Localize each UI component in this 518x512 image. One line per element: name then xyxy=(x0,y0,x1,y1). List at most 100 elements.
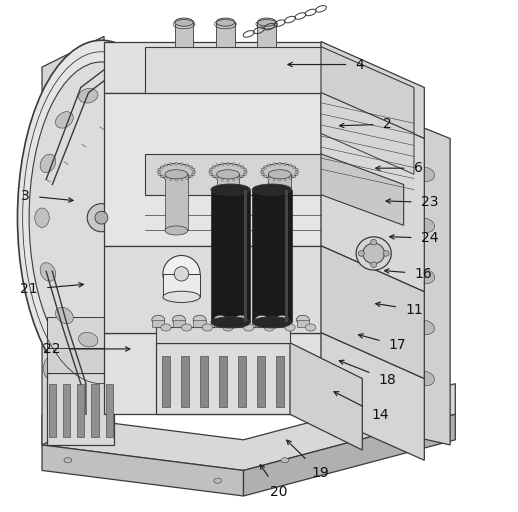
Ellipse shape xyxy=(55,307,73,324)
Polygon shape xyxy=(252,189,292,323)
Ellipse shape xyxy=(69,228,87,253)
Polygon shape xyxy=(243,414,455,496)
Ellipse shape xyxy=(378,249,398,263)
Ellipse shape xyxy=(210,163,246,180)
Text: 24: 24 xyxy=(390,231,438,245)
Ellipse shape xyxy=(273,178,276,181)
Ellipse shape xyxy=(268,164,270,167)
Ellipse shape xyxy=(95,211,108,224)
Ellipse shape xyxy=(147,263,163,281)
Ellipse shape xyxy=(161,166,164,168)
Ellipse shape xyxy=(378,198,398,212)
Polygon shape xyxy=(321,47,414,134)
Ellipse shape xyxy=(40,263,56,281)
Polygon shape xyxy=(337,93,450,445)
Text: 18: 18 xyxy=(339,360,396,387)
Ellipse shape xyxy=(44,101,62,125)
Ellipse shape xyxy=(166,50,197,74)
Ellipse shape xyxy=(79,89,98,103)
Polygon shape xyxy=(285,189,289,323)
Polygon shape xyxy=(172,320,185,328)
Ellipse shape xyxy=(358,251,364,256)
Ellipse shape xyxy=(209,168,213,170)
Bar xyxy=(276,355,284,407)
Bar xyxy=(77,383,84,437)
Polygon shape xyxy=(297,320,309,328)
Polygon shape xyxy=(321,154,404,225)
Ellipse shape xyxy=(221,178,224,181)
Ellipse shape xyxy=(29,62,174,373)
Polygon shape xyxy=(268,174,291,230)
Ellipse shape xyxy=(217,169,239,179)
Polygon shape xyxy=(146,47,321,93)
Polygon shape xyxy=(156,328,290,343)
Text: 4: 4 xyxy=(288,57,364,72)
Ellipse shape xyxy=(342,381,362,396)
Ellipse shape xyxy=(161,324,171,331)
Polygon shape xyxy=(290,343,362,450)
Ellipse shape xyxy=(289,164,292,167)
Ellipse shape xyxy=(342,177,362,192)
Ellipse shape xyxy=(383,251,389,256)
Ellipse shape xyxy=(214,478,222,483)
Text: 6: 6 xyxy=(376,161,423,175)
Polygon shape xyxy=(175,22,193,47)
Ellipse shape xyxy=(284,162,286,166)
Ellipse shape xyxy=(194,65,198,68)
Ellipse shape xyxy=(342,126,362,141)
Ellipse shape xyxy=(79,332,98,347)
Bar xyxy=(49,383,56,437)
Ellipse shape xyxy=(212,175,215,178)
Ellipse shape xyxy=(185,164,188,167)
Ellipse shape xyxy=(177,72,180,76)
Ellipse shape xyxy=(154,208,168,227)
Ellipse shape xyxy=(105,332,124,347)
Ellipse shape xyxy=(216,177,219,180)
Ellipse shape xyxy=(163,291,200,303)
Ellipse shape xyxy=(192,52,195,56)
Ellipse shape xyxy=(342,228,362,243)
Ellipse shape xyxy=(378,300,398,314)
Ellipse shape xyxy=(233,178,235,181)
Ellipse shape xyxy=(165,169,188,179)
Ellipse shape xyxy=(183,72,186,76)
Ellipse shape xyxy=(243,168,247,170)
Ellipse shape xyxy=(268,177,270,180)
Polygon shape xyxy=(321,93,414,174)
Bar xyxy=(200,355,208,407)
Ellipse shape xyxy=(172,50,176,53)
Ellipse shape xyxy=(342,330,362,345)
Polygon shape xyxy=(276,320,289,328)
Ellipse shape xyxy=(296,170,299,173)
Ellipse shape xyxy=(296,315,309,325)
Ellipse shape xyxy=(356,237,391,270)
Ellipse shape xyxy=(414,320,435,335)
Bar xyxy=(181,355,189,407)
Ellipse shape xyxy=(268,169,291,179)
Polygon shape xyxy=(104,41,321,93)
Polygon shape xyxy=(217,174,239,230)
Ellipse shape xyxy=(168,52,171,56)
Ellipse shape xyxy=(181,178,183,181)
Ellipse shape xyxy=(268,226,291,235)
Ellipse shape xyxy=(257,18,276,26)
Ellipse shape xyxy=(192,173,195,175)
Ellipse shape xyxy=(260,170,264,173)
Ellipse shape xyxy=(44,203,62,227)
Ellipse shape xyxy=(165,226,188,235)
Ellipse shape xyxy=(18,40,185,395)
Ellipse shape xyxy=(165,164,167,167)
Ellipse shape xyxy=(237,177,240,180)
Ellipse shape xyxy=(189,166,192,168)
Ellipse shape xyxy=(223,324,233,331)
Polygon shape xyxy=(47,373,114,445)
Ellipse shape xyxy=(172,315,185,325)
Ellipse shape xyxy=(378,402,398,416)
Polygon shape xyxy=(216,22,235,47)
Ellipse shape xyxy=(44,152,62,176)
Ellipse shape xyxy=(262,163,298,180)
Ellipse shape xyxy=(64,458,71,463)
Ellipse shape xyxy=(181,162,183,166)
Text: 22: 22 xyxy=(42,342,130,356)
Ellipse shape xyxy=(241,166,244,168)
